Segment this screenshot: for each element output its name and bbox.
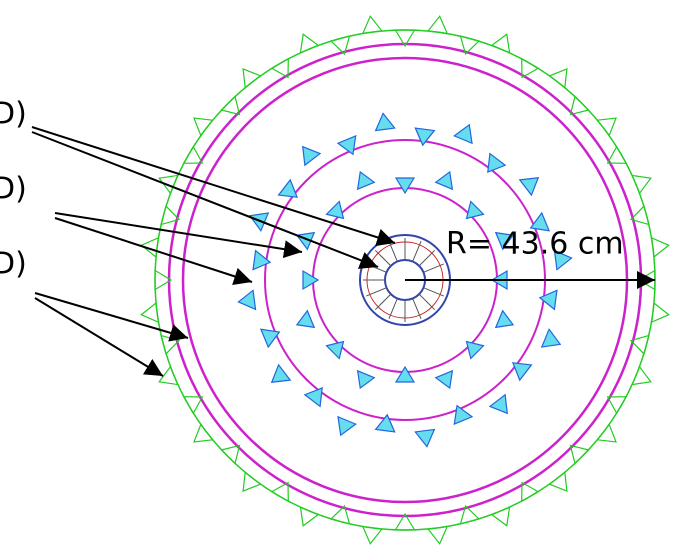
triangle: [428, 527, 447, 544]
detector-diagram: D) D) D) R= 43.6 cm: [0, 0, 683, 547]
triangle: [327, 342, 344, 359]
triangle: [194, 425, 213, 442]
triangle: [338, 417, 356, 435]
triangle: [243, 472, 260, 491]
triangle: [520, 178, 539, 195]
triangle: [279, 180, 298, 197]
triangle: [522, 59, 539, 78]
spoke: [375, 250, 391, 266]
triangle: [550, 69, 567, 88]
triangle: [243, 69, 260, 88]
triangle: [358, 371, 375, 388]
spoke: [419, 250, 435, 266]
triangle: [363, 16, 382, 33]
triangle: [513, 363, 532, 380]
triangle: [415, 429, 434, 446]
triangle: [570, 445, 588, 463]
triangle: [141, 303, 158, 322]
arrow: [35, 293, 188, 338]
triangle: [522, 483, 539, 502]
triangle: [358, 172, 375, 189]
triangle: [272, 483, 289, 502]
triangle: [184, 397, 203, 414]
triangle: [396, 178, 414, 193]
triangle: [221, 96, 239, 114]
triangle: [194, 118, 213, 135]
triangle: [436, 371, 453, 388]
triangle: [363, 527, 382, 544]
triangle: [492, 34, 510, 52]
arrow: [35, 298, 163, 376]
triangle: [238, 290, 255, 309]
triangle: [570, 96, 588, 114]
triangle: [303, 147, 320, 166]
triangle: [305, 388, 322, 407]
triangle: [608, 397, 627, 414]
triangle: [272, 59, 289, 78]
label: D): [0, 97, 27, 132]
triangle: [467, 342, 484, 359]
triangle: [327, 202, 344, 219]
triangle: [488, 154, 505, 173]
triangle: [490, 395, 507, 414]
triangle: [303, 271, 318, 289]
triangle: [652, 238, 669, 257]
triangle: [428, 16, 447, 33]
triangle: [496, 311, 513, 328]
triangle: [597, 425, 616, 442]
label: D): [0, 172, 27, 207]
triangle: [597, 118, 616, 135]
triangle: [250, 213, 268, 231]
triangle: [608, 147, 627, 164]
triangle: [652, 303, 669, 322]
triangle: [632, 175, 650, 193]
arrow: [32, 132, 378, 267]
label: D): [0, 247, 27, 282]
triangle: [542, 329, 560, 347]
spoke: [375, 294, 391, 310]
triangle: [300, 507, 318, 525]
triangle: [184, 147, 203, 164]
triangle: [297, 311, 314, 328]
triangle: [454, 125, 472, 143]
triangle: [632, 367, 650, 385]
triangle: [272, 365, 291, 382]
radius-label: R= 43.6 cm: [446, 227, 624, 262]
spoke: [419, 294, 435, 310]
triangle: [492, 507, 510, 525]
triangle: [467, 202, 484, 219]
triangle: [550, 472, 567, 491]
triangle: [436, 172, 453, 189]
triangle: [376, 113, 395, 130]
triangle: [221, 445, 239, 463]
triangle: [300, 34, 318, 52]
triangle: [396, 367, 414, 382]
